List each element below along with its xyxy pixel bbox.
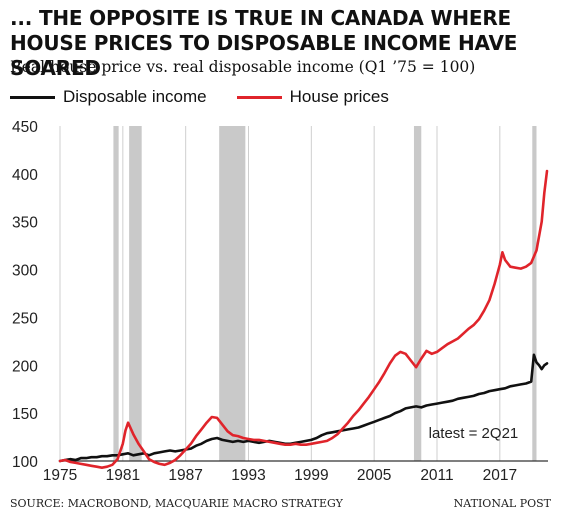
x-tick-label-3: 1993 [231,467,265,484]
y-tick-label-2: 200 [12,358,38,375]
chart-subtitle: Real house price vs. real disposable inc… [10,58,476,76]
source-note: SOURCE: MACROBOND, MACQUARIE MACRO STRAT… [10,497,343,510]
y-tick-label-1: 150 [12,406,38,423]
legend-label-income: Disposable income [63,87,207,106]
x-tick-label-2: 1987 [168,467,202,484]
shaded-period-2 [219,126,246,461]
legend-item-income: Disposable income [10,87,207,107]
house-price-series-line [58,169,549,469]
y-tick-label-5: 350 [12,215,38,232]
legend-swatch-house [236,95,282,99]
x-tick-label-7: 2017 [483,467,517,484]
x-tick-label-0: 1975 [43,467,77,484]
shaded-period-1 [129,126,142,461]
y-tick-label-6: 400 [12,167,38,184]
x-tick-label-4: 1999 [294,467,328,484]
shaded-period-3 [413,126,422,461]
chart-legend: Disposable income House prices [10,85,419,109]
legend-swatch-income [10,95,55,99]
shaded-period-0 [113,126,119,461]
legend-item-house: House prices [236,87,389,107]
y-tick-label-7: 450 [12,119,38,136]
x-tick-label-5: 2005 [357,467,391,484]
chart-title: ... THE OPPOSITE IS TRUE IN CANADA WHERE… [10,6,518,80]
publisher-credit: NATIONAL POST [453,497,551,510]
x-tick-label-1: 1981 [106,467,140,484]
y-tick-label-0: 100 [12,454,38,471]
latest-annotation: latest = 2Q21 [429,425,519,442]
shaded-period-4 [532,126,537,461]
y-tick-label-3: 250 [12,310,38,327]
legend-label-house: House prices [289,87,389,106]
x-tick-label-6: 2011 [420,467,453,484]
y-tick-label-4: 300 [12,263,38,280]
